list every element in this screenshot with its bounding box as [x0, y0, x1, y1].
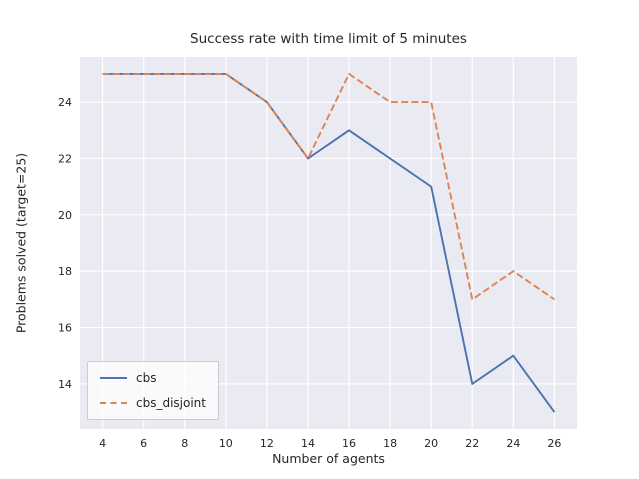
y-tick-label: 22 — [58, 152, 72, 165]
y-tick-label: 14 — [58, 378, 72, 391]
x-tick-label: 16 — [342, 437, 356, 450]
x-tick-label: 22 — [465, 437, 479, 450]
x-tick-label: 18 — [383, 437, 397, 450]
y-tick-label: 16 — [58, 322, 72, 335]
x-tick-label: 26 — [547, 437, 561, 450]
x-tick-label: 8 — [181, 437, 188, 450]
legend-line-sample-cbs — [100, 377, 127, 379]
x-tick-label: 10 — [219, 437, 233, 450]
legend-label-cbs: cbs — [136, 371, 157, 385]
x-tick-label: 4 — [99, 437, 106, 450]
legend: cbs cbs_disjoint — [87, 361, 219, 420]
x-tick-label: 12 — [260, 437, 274, 450]
x-tick-label: 6 — [140, 437, 147, 450]
legend-line-sample-cbs-disjoint — [100, 402, 127, 404]
y-tick-label: 20 — [58, 209, 72, 222]
chart-title: Success rate with time limit of 5 minute… — [190, 31, 467, 47]
legend-item-cbs-disjoint: cbs_disjoint — [100, 396, 206, 410]
x-axis-label: Number of agents — [272, 451, 385, 466]
legend-label-cbs-disjoint: cbs_disjoint — [136, 396, 206, 410]
x-tick-label: 14 — [301, 437, 315, 450]
y-tick-label: 24 — [58, 96, 72, 109]
series-line-cbs_disjoint — [102, 72, 555, 301]
x-tick-label: 24 — [506, 437, 520, 450]
x-tick-label: 20 — [424, 437, 438, 450]
y-tick-label: 18 — [58, 265, 72, 278]
legend-item-cbs: cbs — [100, 371, 206, 385]
